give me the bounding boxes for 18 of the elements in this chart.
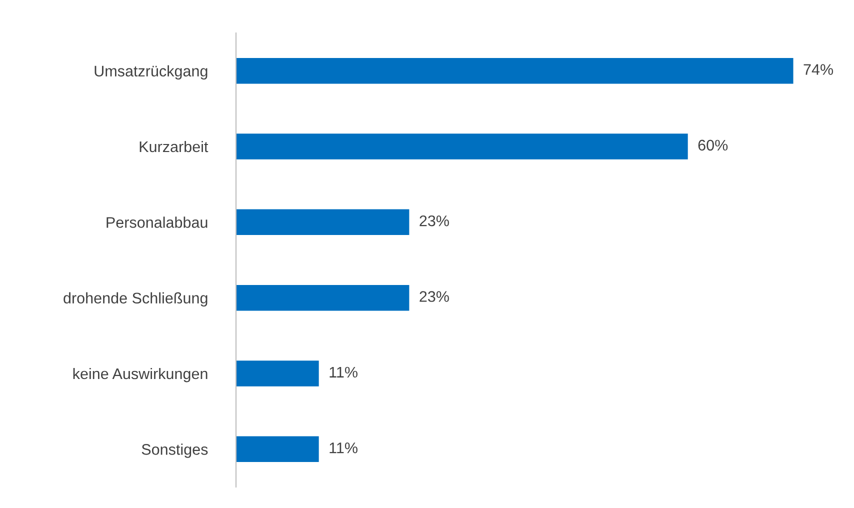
- data-label: 60%: [698, 140, 728, 151]
- data-label: 74%: [804, 64, 834, 75]
- bar: [236, 360, 319, 386]
- data-label: 11%: [330, 442, 358, 454]
- bar: [236, 284, 410, 311]
- y-tick-label: drohende Schließung: [64, 292, 208, 307]
- bar: [236, 58, 794, 84]
- y-tick-label: Umsatzrückgang: [94, 65, 208, 80]
- bar: [236, 134, 688, 160]
- bar: [236, 436, 319, 462]
- data-label: 23%: [420, 291, 449, 302]
- y-tick-label: Sonstiges: [142, 444, 208, 458]
- bar: [236, 209, 410, 236]
- y-tick-label: Personalabbau: [106, 216, 208, 228]
- y-tick-label: Kurzarbeit: [140, 140, 208, 152]
- data-label: 23%: [420, 215, 449, 226]
- data-label: 11%: [330, 366, 358, 378]
- y-tick-label: keine Auswirkungen: [73, 368, 208, 382]
